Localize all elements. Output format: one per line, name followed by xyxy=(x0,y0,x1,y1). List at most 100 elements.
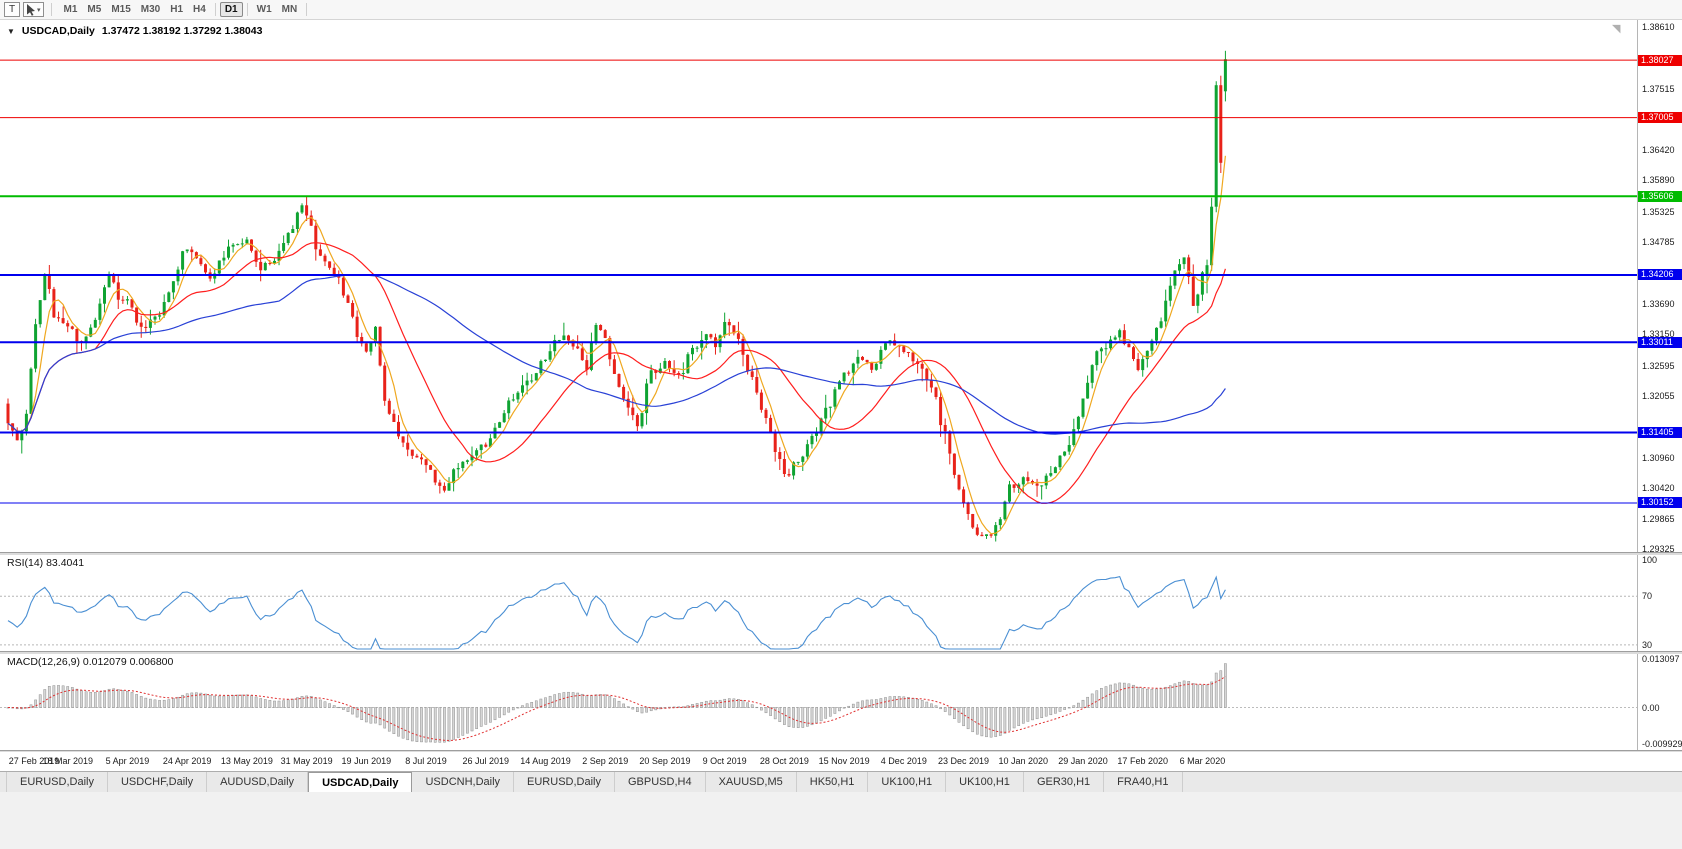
macd-histogram-bar xyxy=(139,696,143,708)
price-level-badge: 1.34206 xyxy=(1638,269,1682,281)
macd-histogram-bar xyxy=(374,707,377,724)
candle-body xyxy=(906,352,910,353)
chart-tab-ger30-h1[interactable]: GER30,H1 xyxy=(1024,772,1105,792)
panel-separator xyxy=(0,750,1682,752)
candle-body xyxy=(833,389,837,407)
price-tick-label: 1.37515 xyxy=(1642,83,1675,94)
timeframe-button-d1[interactable]: D1 xyxy=(219,2,243,17)
panel-separator[interactable] xyxy=(0,552,1682,555)
chart-tab-gbpusd-h4[interactable]: GBPUSD,H4 xyxy=(615,772,706,792)
macd-histogram-bar xyxy=(52,685,56,708)
candle-body xyxy=(948,431,952,454)
candle-body xyxy=(975,527,979,535)
price-tick-label: 1.36420 xyxy=(1642,145,1675,156)
timeframe-button-h1[interactable]: H1 xyxy=(170,4,184,15)
chart-tab-eurusd-daily[interactable]: EURUSD,Daily xyxy=(6,772,108,792)
candle-body xyxy=(732,325,736,334)
timeframe-button-m15[interactable]: M15 xyxy=(111,4,131,15)
candle-body xyxy=(838,381,841,390)
macd-histogram-bar xyxy=(43,689,47,708)
macd-histogram-bar xyxy=(130,692,134,708)
macd-histogram-bar xyxy=(84,691,88,708)
chart-tab-usdcad-daily[interactable]: USDCAD,Daily xyxy=(308,772,413,792)
chart-tab-usdchf-daily[interactable]: USDCHF,Daily xyxy=(108,772,208,792)
window-background xyxy=(0,792,1682,849)
candle-body xyxy=(259,261,263,271)
macd-histogram-bar xyxy=(727,698,731,708)
timeframe-button-m5[interactable]: M5 xyxy=(87,4,102,15)
candle-body xyxy=(121,299,125,301)
macd-plot[interactable] xyxy=(0,654,1637,750)
candle-body xyxy=(410,449,414,456)
candle-body xyxy=(107,276,111,288)
candle-body xyxy=(227,246,230,258)
candle-body xyxy=(1178,264,1181,271)
macd-histogram-bar xyxy=(732,698,736,708)
chart-tab-usdcnh-daily[interactable]: USDCNH,Daily xyxy=(412,772,515,792)
candle-body xyxy=(401,436,405,443)
one-click-trading-icon[interactable]: ▼ xyxy=(7,26,15,36)
timeframe-button-m1[interactable]: M1 xyxy=(63,4,78,15)
candle-body xyxy=(268,263,272,264)
candle-body xyxy=(700,340,704,348)
candle-body xyxy=(112,276,116,283)
chart-tab-audusd-daily[interactable]: AUDUSD,Daily xyxy=(207,772,309,792)
autoscroll-marker[interactable]: ◥ xyxy=(1612,23,1621,35)
candle-body xyxy=(424,459,428,466)
macd-histogram-bar xyxy=(1159,688,1163,708)
chart-tab-uk100-h1[interactable]: UK100,H1 xyxy=(946,772,1024,792)
text-tool-button[interactable]: T xyxy=(4,2,20,17)
macd-histogram-bar xyxy=(493,707,497,721)
candle-body xyxy=(553,340,557,352)
time-axis[interactable]: 27 Feb 2019 18 Mar 2019 5 Apr 2019 24 Apr 2… xyxy=(0,752,1682,771)
candle-body xyxy=(309,215,313,226)
chart-tab-fra40-h1[interactable]: FRA40,H1 xyxy=(1104,772,1183,792)
timeframe-button-h4[interactable]: H4 xyxy=(193,4,206,15)
macd-histogram-bar xyxy=(631,707,635,710)
chart-tab-uk100-h1[interactable]: UK100,H1 xyxy=(868,772,947,792)
candle-body xyxy=(314,225,318,250)
candle-body xyxy=(603,330,607,338)
macd-tick-label: 0.013097 xyxy=(1642,654,1680,664)
macd-histogram-bar xyxy=(562,692,566,708)
candle-body xyxy=(1104,348,1108,350)
cursor-tool-button[interactable]: ▾ xyxy=(23,2,44,17)
macd-histogram-bar xyxy=(263,699,267,708)
candle-body xyxy=(387,400,391,414)
timeframe-button-w1[interactable]: W1 xyxy=(256,4,272,15)
chart-tab-eurusd-daily[interactable]: EURUSD,Daily xyxy=(514,772,615,792)
candle-body xyxy=(801,456,805,462)
rsi-plot[interactable] xyxy=(0,555,1637,651)
timeframe-button-m30[interactable]: M30 xyxy=(140,4,161,15)
price-level-badge: 1.38027 xyxy=(1638,54,1682,66)
price-tick-label: 1.34785 xyxy=(1642,237,1675,248)
candle-body xyxy=(1132,347,1135,359)
candle-body xyxy=(810,435,814,445)
candle-body xyxy=(245,239,249,244)
macd-histogram-bar xyxy=(438,707,442,743)
macd-histogram-bar xyxy=(144,697,148,708)
candle-body xyxy=(1072,429,1076,445)
macd-histogram-bar xyxy=(953,707,956,719)
chart-tab-xauusd-m5[interactable]: XAUUSD,M5 xyxy=(706,772,797,792)
macd-histogram-bar xyxy=(1017,707,1021,726)
macd-histogram-bar xyxy=(801,707,805,728)
candle-body xyxy=(1026,477,1030,481)
candle-body xyxy=(479,444,483,451)
price-axis[interactable]: 1.38610 1.37515 1.36420 1.35890 1.35325 1.347… xyxy=(1637,20,1682,554)
macd-histogram-bar xyxy=(103,690,106,708)
chart-tab-hk50-h1[interactable]: HK50,H1 xyxy=(797,772,869,792)
macd-histogram-bar xyxy=(479,707,483,727)
candle-body xyxy=(562,335,566,340)
candle-body xyxy=(103,287,106,304)
candle-body xyxy=(571,340,575,347)
macd-histogram-bar xyxy=(34,699,37,708)
macd-histogram-bar xyxy=(645,707,648,713)
timeframe-button-mn[interactable]: MN xyxy=(281,4,298,15)
panel-separator[interactable] xyxy=(0,651,1682,654)
candle-body xyxy=(580,348,584,361)
macd-histogram-bar xyxy=(319,699,322,708)
main-chart-plot[interactable] xyxy=(0,20,1637,552)
macd-axis[interactable]: 0.013097 0.00 -0.009929 xyxy=(1637,654,1682,750)
rsi-axis[interactable]: 100 70 30 xyxy=(1637,555,1682,651)
